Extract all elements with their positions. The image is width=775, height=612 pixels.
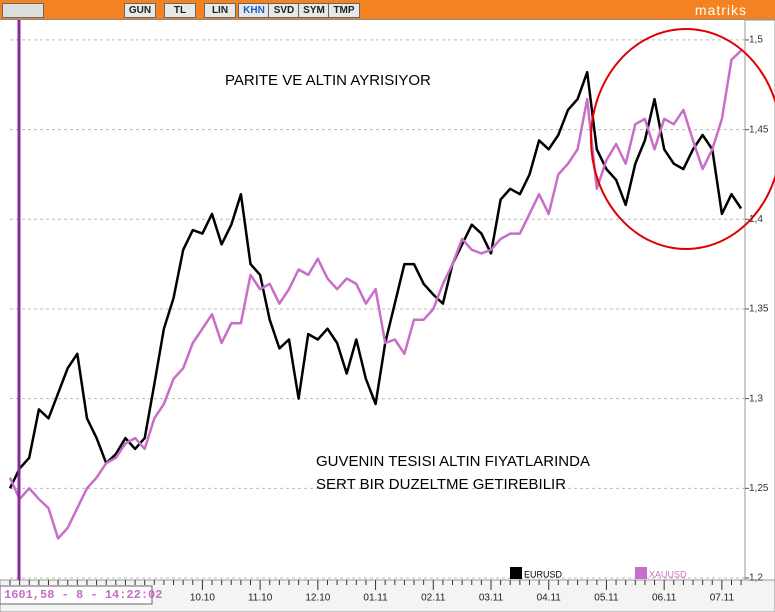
legend-swatch (510, 567, 522, 579)
x-tick-label: 12.10 (305, 593, 330, 604)
button[interactable]: KHN (238, 3, 270, 18)
x-tick-label: 05.11 (594, 593, 619, 604)
x-tick-label: 03.11 (479, 593, 504, 604)
y-tick-label: 1,3 (749, 393, 763, 404)
x-tick-label: 07.11 (710, 593, 735, 604)
y-tick-label: 1,25 (749, 483, 769, 494)
info-box (0, 585, 153, 605)
annotation: SERT BIR DUZELTME GETIREBILIR (316, 476, 566, 493)
x-tick-label: 10.10 (190, 593, 215, 604)
x-tick-label: 01.11 (363, 593, 388, 604)
series-line (8, 49, 742, 540)
legend-label: XAUUSD (649, 569, 687, 579)
x-tick-label: 06.11 (652, 593, 677, 604)
y-tick-label: 1,5 (749, 35, 763, 46)
button[interactable]: TMP (328, 3, 360, 18)
x-tick-label: 02.11 (421, 593, 446, 604)
annotation: PARITE VE ALTIN AYRISIYOR (225, 72, 431, 89)
info-text: 1601,58 - 8 - 14:22:02 (4, 588, 162, 602)
button[interactable]: GUN (124, 3, 156, 18)
y-tick-label: 1,45 (749, 124, 769, 135)
series-line (8, 70, 743, 489)
y-tick-label: 1,2 (749, 573, 763, 584)
annotation: GUVENIN TESISI ALTIN FIYATLARINDA (316, 453, 590, 470)
brand: matriks (694, 2, 747, 18)
legend-label: EURUSD (524, 569, 563, 579)
highlight-circle (590, 28, 775, 250)
toolbar: GUN TL LIN KHN SVD SYM TMP matriks (0, 0, 775, 20)
button[interactable]: SYM (298, 3, 330, 18)
x-tick-label: 04.11 (537, 593, 562, 604)
y-axis-panel (744, 19, 775, 581)
toolbar-icons[interactable] (2, 3, 44, 18)
y-tick-label: 1,4 (749, 214, 763, 225)
legend-swatch (635, 567, 647, 579)
button[interactable]: LIN (204, 3, 236, 18)
button[interactable]: TL (164, 3, 196, 18)
y-tick-label: 1,35 (749, 304, 769, 315)
x-tick-label: 11.10 (248, 593, 273, 604)
